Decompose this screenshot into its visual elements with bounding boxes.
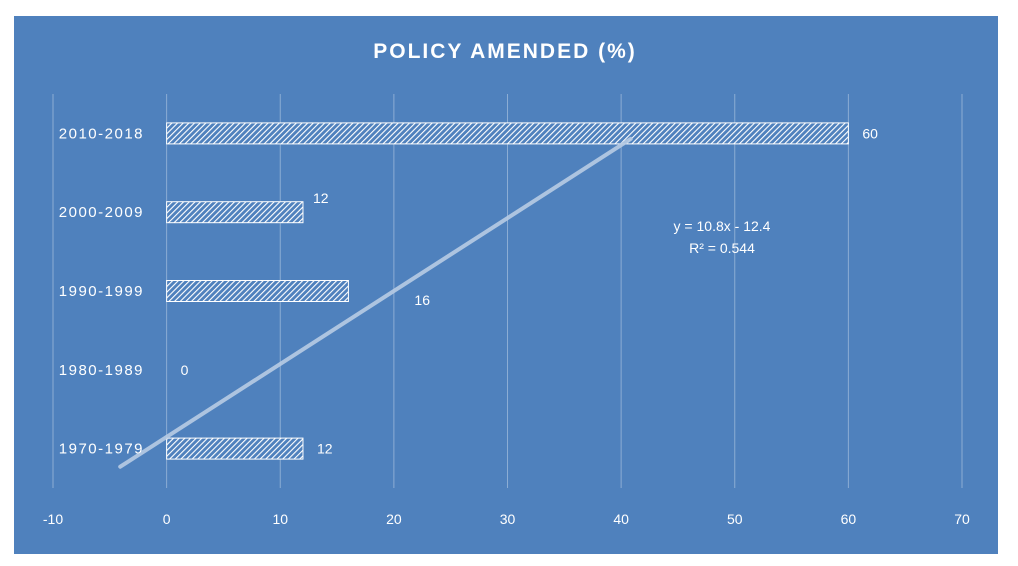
data-label: 12	[313, 190, 329, 206]
x-tick-label: 70	[954, 511, 970, 527]
category-label: 1980-1989	[59, 362, 144, 379]
bar	[166, 280, 349, 302]
data-label: 60	[862, 125, 878, 141]
x-tick-label: 60	[841, 511, 857, 527]
category-label: 1970-1979	[59, 441, 144, 458]
data-label: 12	[317, 441, 333, 457]
x-tick-label: 40	[613, 511, 629, 527]
x-tick-label: -10	[43, 511, 63, 527]
bar	[166, 437, 304, 460]
trendline-equation: y = 10.8x - 12.4	[674, 218, 771, 234]
chart-title: POLICY AMENDED (%)	[373, 40, 637, 63]
trendline-line	[118, 136, 633, 469]
category-label: 2010-2018	[59, 125, 144, 142]
x-tick-label: 10	[272, 511, 288, 527]
trendline	[118, 136, 633, 469]
bar	[166, 122, 849, 145]
bar	[166, 201, 304, 224]
trendline-r-squared: R² = 0.544	[689, 240, 755, 256]
bars	[166, 122, 849, 460]
category-label: 1990-1999	[59, 283, 144, 300]
x-tick-label: 0	[163, 511, 171, 527]
category-label: 2000-2009	[59, 204, 144, 221]
labels: -10 0 10 20 30 40 50 60 70 1970-1979 12 1980-1989 0 1…	[43, 125, 970, 527]
data-label: 0	[181, 362, 189, 378]
x-tick-label: 50	[727, 511, 743, 527]
x-tick-label: 30	[500, 511, 516, 527]
x-tick-label: 20	[386, 511, 402, 527]
data-label: 16	[414, 292, 430, 308]
